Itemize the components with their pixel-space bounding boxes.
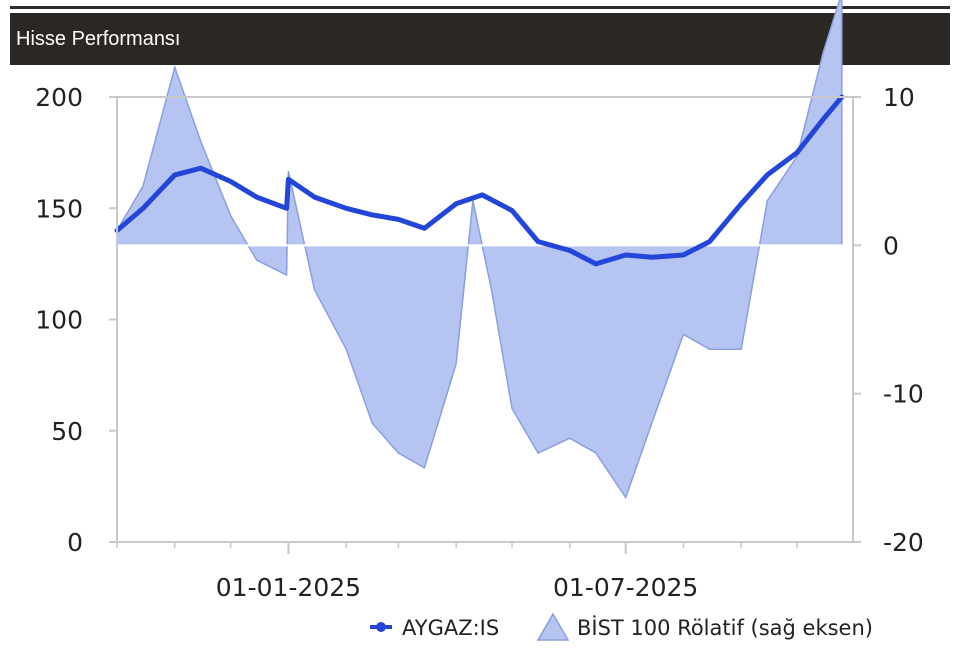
legend-label-aygaz: AYGAZ:IS [402,616,499,640]
legend-label-bist: BİST 100 Rölatif (sağ eksen) [577,615,873,640]
left-tick-label: 100 [35,306,83,335]
section-header: Hisse Performansı [10,13,950,65]
right-tick-label: -20 [883,528,924,557]
bist-relative-area [116,0,843,500]
legend-item-bist: BİST 100 Rölatif (sağ eksen) [536,612,873,641]
legend-area-swatch [536,612,570,641]
left-tick-label: 200 [35,83,83,112]
legend-item-aygaz: AYGAZ:IS [370,616,499,640]
top-rule [10,6,950,9]
left-tick-label: 50 [51,417,83,446]
left-tick-label: 0 [67,528,83,557]
right-tick-label: 0 [883,231,899,260]
right-tick-label: 10 [883,83,915,112]
section-title: Hisse Performansı [16,28,181,50]
aygaz-price-line [114,94,845,267]
x-tick-label: 01-01-2025 [216,573,361,602]
x-tick-label: 01-07-2025 [553,573,698,602]
left-tick-label: 150 [35,194,83,223]
legend-dot-swatch [376,622,386,632]
right-tick-label: -10 [883,380,924,409]
